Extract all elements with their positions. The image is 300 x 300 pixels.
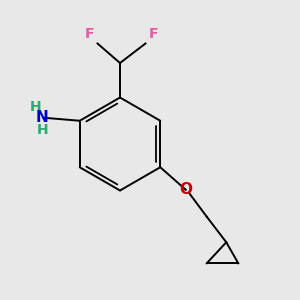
Text: O: O xyxy=(179,182,192,197)
Text: H: H xyxy=(30,100,41,114)
Text: F: F xyxy=(84,27,94,41)
Text: H: H xyxy=(36,123,48,137)
Text: N: N xyxy=(36,110,49,125)
Text: F: F xyxy=(149,27,159,41)
